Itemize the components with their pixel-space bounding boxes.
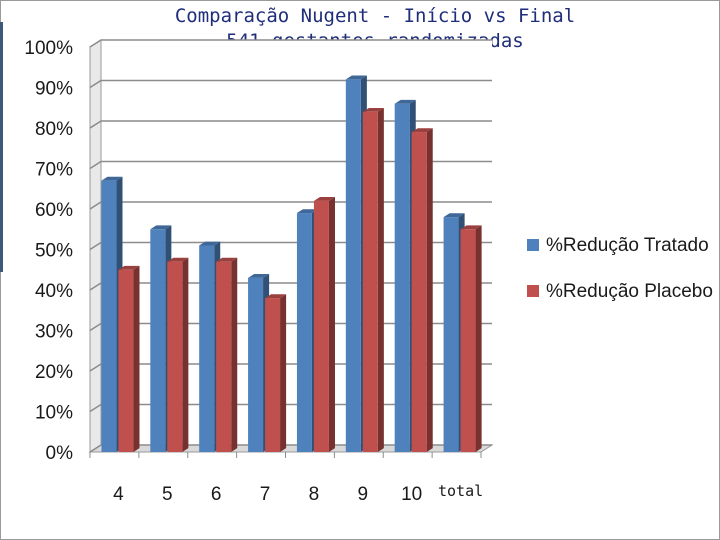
bar-side <box>377 107 384 452</box>
bar-top <box>394 99 416 104</box>
chart-title: Comparação Nugent - Início vs Final <box>174 5 576 27</box>
bar-top <box>296 209 318 214</box>
y-tick-label: 80% <box>35 119 73 140</box>
bar-top <box>101 176 123 181</box>
x-tick-label: 8 <box>309 484 320 505</box>
bar-placebo <box>118 269 134 452</box>
x-tick-label: 6 <box>211 484 222 505</box>
bar-tratado <box>345 79 361 453</box>
legend-swatch <box>527 239 539 251</box>
bar-top <box>362 107 384 112</box>
bar-side <box>182 257 189 452</box>
bar-tratado <box>150 229 166 452</box>
bar-top <box>313 197 335 201</box>
bar-placebo <box>362 111 378 453</box>
bar-side <box>280 294 287 452</box>
bar-placebo <box>167 261 183 452</box>
bar-placebo <box>411 132 427 453</box>
x-tick-label: 10 <box>401 484 422 505</box>
y-tick-label: 50% <box>35 241 73 262</box>
bar-top <box>248 274 270 278</box>
bar-top <box>118 265 140 270</box>
bar-placebo <box>265 298 281 452</box>
left-accent-bar <box>0 22 3 272</box>
y-tick-label: 40% <box>35 281 73 302</box>
bar-top <box>460 225 482 230</box>
bar-top <box>167 257 189 262</box>
y-tick-label: 90% <box>35 79 73 100</box>
bar-top <box>216 257 238 262</box>
bar-placebo <box>313 200 329 452</box>
x-tick-label: 4 <box>113 484 124 505</box>
bar-top <box>411 128 433 133</box>
y-tick-label: 10% <box>35 403 73 424</box>
bar-tratado <box>443 217 459 452</box>
bar-side <box>231 257 238 452</box>
y-tick-label: 30% <box>35 322 73 343</box>
y-tick-label: 20% <box>35 362 73 383</box>
bar-side <box>475 225 482 452</box>
bar-top <box>265 294 287 299</box>
gridline <box>89 39 492 48</box>
bar-top <box>345 75 367 80</box>
bar-tratado <box>199 245 215 452</box>
bar-tratado <box>101 180 117 452</box>
bar-placebo <box>216 261 232 452</box>
x-tick-label: total <box>438 482 483 500</box>
legend-label: %Redução Placebo <box>546 281 713 302</box>
bar-tratado <box>296 213 312 452</box>
y-tick-label: 60% <box>35 200 73 221</box>
y-tick-label: 0% <box>46 443 74 464</box>
bar-placebo <box>460 229 476 452</box>
y-tick-label: 70% <box>35 160 73 181</box>
bar-tratado <box>394 103 410 452</box>
x-tick-label: 9 <box>358 484 369 505</box>
bar-tratado <box>248 277 264 452</box>
legend-label: %Redução Tratado <box>546 235 709 256</box>
y-tick-label: 100% <box>24 38 73 59</box>
x-tick-label: 7 <box>260 484 271 505</box>
bar-top <box>150 225 172 230</box>
x-tick-label: 5 <box>162 484 173 505</box>
bar-side <box>328 197 335 452</box>
bar-side <box>133 265 140 452</box>
bar-side <box>426 128 433 452</box>
bar-top <box>199 241 221 246</box>
bar-top <box>443 213 465 218</box>
legend-swatch <box>527 285 539 297</box>
